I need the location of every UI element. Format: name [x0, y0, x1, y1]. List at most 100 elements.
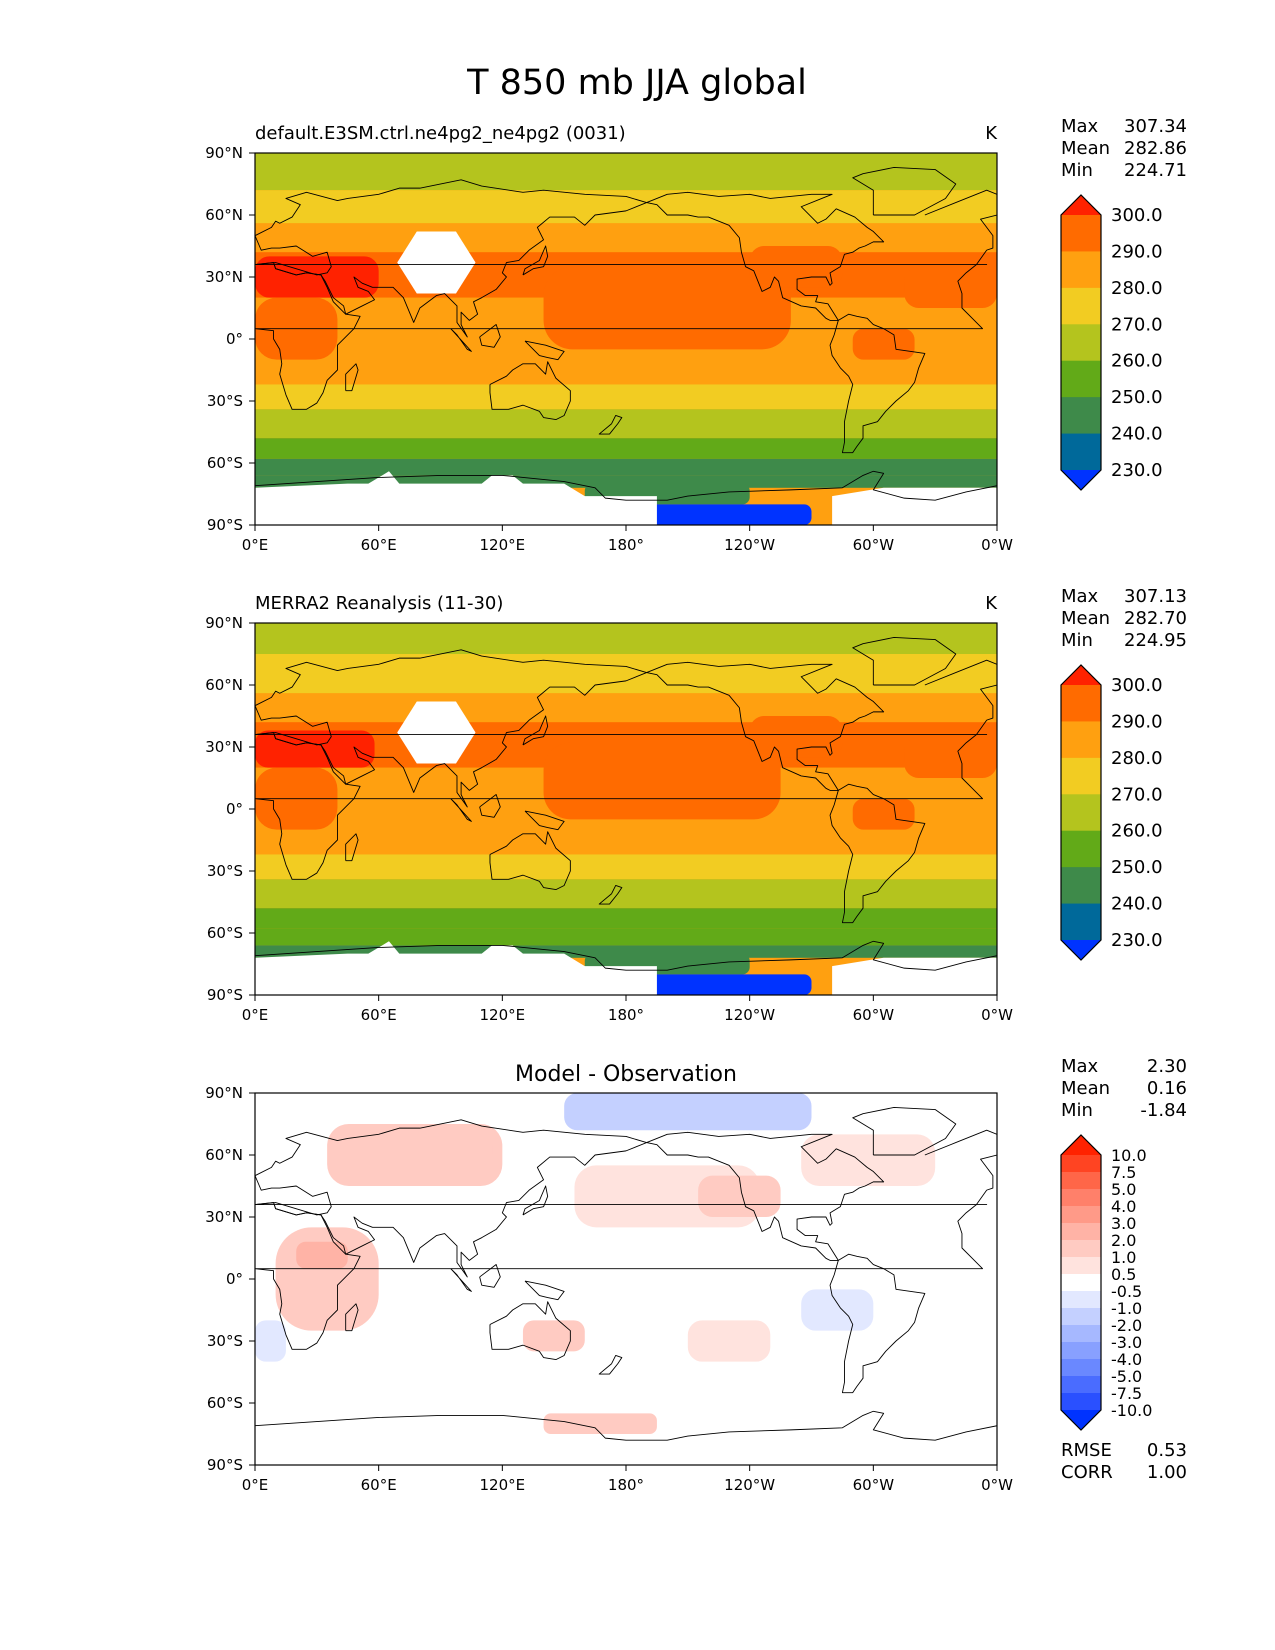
- colorbar-label: 260.0: [1111, 351, 1163, 372]
- colorbar-label: 280.0: [1111, 278, 1163, 299]
- y-tick-label: 60°N: [205, 206, 243, 224]
- stat-label: Mean: [1061, 608, 1110, 629]
- y-tick-label: 90°N: [205, 614, 243, 632]
- colorbar-label: 230.0: [1111, 930, 1163, 951]
- y-tick-label: 90°S: [207, 1456, 243, 1474]
- stat-value: -1.84: [1140, 1100, 1187, 1121]
- zonal-band: [255, 623, 997, 654]
- colorbar-extend-top: [1061, 195, 1101, 215]
- panel-observation: MERRA2 Reanalysis (11-30) K 0°E 60°E 120°E 18…: [205, 586, 1187, 1024]
- y-tick-label: 30°N: [205, 738, 243, 756]
- y-tick-label: 30°N: [205, 1208, 243, 1226]
- panel-title: Model - Observation: [515, 1062, 737, 1087]
- metric-label: RMSE: [1061, 1440, 1112, 1461]
- anomaly-region: [543, 1413, 657, 1434]
- colorbar-label: -1.0: [1111, 1299, 1142, 1318]
- coastline: [522, 1185, 549, 1216]
- metric-value: 1.00: [1147, 1462, 1187, 1483]
- colorbar-label: 240.0: [1111, 424, 1163, 445]
- coastline: [646, 1131, 885, 1261]
- x-tick-label: 0°W: [981, 536, 1013, 554]
- stat-value: 224.95: [1124, 630, 1187, 651]
- colorbar-segment: [1061, 1155, 1101, 1173]
- anomaly-region: [564, 1093, 812, 1131]
- x-tick-label: 60°W: [853, 1476, 895, 1494]
- y-tick-label: 60°S: [207, 1394, 243, 1412]
- anomaly-region: [904, 736, 997, 778]
- colorbar-outline: [1060, 1134, 1102, 1431]
- anomaly-region: [522, 1320, 585, 1352]
- x-tick-label: 120°E: [480, 1476, 526, 1494]
- colorbar-label: 290.0: [1111, 711, 1163, 732]
- missing-antarctica: [832, 487, 997, 525]
- missing-tibet: [397, 231, 476, 294]
- coastline: [255, 649, 648, 808]
- missing-antarctica: [255, 941, 657, 995]
- anomaly-region: [749, 716, 843, 758]
- zonal-band: [255, 928, 997, 946]
- coastline: [829, 783, 926, 924]
- y-tick-label: 0°: [226, 1270, 243, 1288]
- colorbar-segment: [1061, 830, 1101, 868]
- zonal-band: [255, 384, 997, 410]
- coastline: [255, 179, 648, 338]
- colorbar-segment: [1061, 324, 1101, 362]
- colorbar-segment: [1061, 721, 1101, 759]
- x-tick-label: 180°: [608, 1476, 644, 1494]
- coastline: [524, 810, 565, 831]
- stat-label: Max: [1061, 1056, 1099, 1077]
- anomaly-region: [388, 1134, 493, 1166]
- colorbar-label: 1.0: [1111, 1248, 1136, 1267]
- y-tick-label: 90°N: [205, 144, 243, 162]
- stat-value: 307.13: [1124, 586, 1187, 607]
- stat-label: Mean: [1061, 138, 1110, 159]
- colorbar-segment: [1061, 867, 1101, 905]
- map-area: [255, 153, 997, 525]
- colorbar-segment: [1061, 1342, 1101, 1360]
- metric-label: CORR: [1061, 1462, 1113, 1483]
- colorbar-extend-bottom: [1061, 940, 1101, 960]
- y-tick-label: 0°: [226, 800, 243, 818]
- stat-value: 282.86: [1124, 138, 1187, 159]
- coastline: [852, 637, 957, 686]
- x-tick-label: 60°W: [853, 536, 895, 554]
- colorbar-label: -5.0: [1111, 1367, 1142, 1386]
- coastline: [255, 732, 988, 880]
- coastline: [646, 191, 885, 321]
- colorbar-outline: [1060, 664, 1102, 961]
- colorbar-segment: [1061, 757, 1101, 795]
- coastline: [345, 833, 359, 862]
- anomaly-region: [698, 1175, 781, 1217]
- colorbar-label: 0.5: [1111, 1265, 1136, 1284]
- coastline: [829, 313, 926, 454]
- anomaly-region: [852, 798, 915, 830]
- colorbar-segment: [1061, 1325, 1101, 1343]
- panel-title: MERRA2 Reanalysis (11-30): [255, 593, 503, 614]
- colorbar-segment: [1061, 1189, 1101, 1207]
- panel-units: K: [985, 123, 998, 144]
- anomaly-region: [687, 1320, 771, 1362]
- stat-label: Min: [1061, 1100, 1093, 1121]
- coastline: [598, 415, 623, 435]
- coastline: [852, 1107, 957, 1156]
- coastline: [489, 831, 571, 891]
- map-area: [255, 1093, 997, 1465]
- anomaly-region: [749, 246, 843, 288]
- coastline: [522, 715, 549, 746]
- colorbar-extend-top: [1061, 665, 1101, 685]
- x-tick-label: 120°E: [480, 536, 526, 554]
- zonal-band: [255, 693, 997, 723]
- x-tick-label: 60°W: [853, 1006, 895, 1024]
- stat-value: 282.70: [1124, 608, 1187, 629]
- missing-antarctica: [255, 471, 657, 525]
- coastline: [852, 167, 957, 216]
- coastline: [450, 1268, 472, 1292]
- coastline: [479, 794, 501, 818]
- colorbar-segment: [1061, 685, 1101, 722]
- colorbar-label: 280.0: [1111, 748, 1163, 769]
- stat-label: Mean: [1061, 1078, 1110, 1099]
- y-tick-label: 30°S: [207, 862, 243, 880]
- colorbar-segment: [1061, 1376, 1101, 1394]
- coastline: [924, 659, 997, 735]
